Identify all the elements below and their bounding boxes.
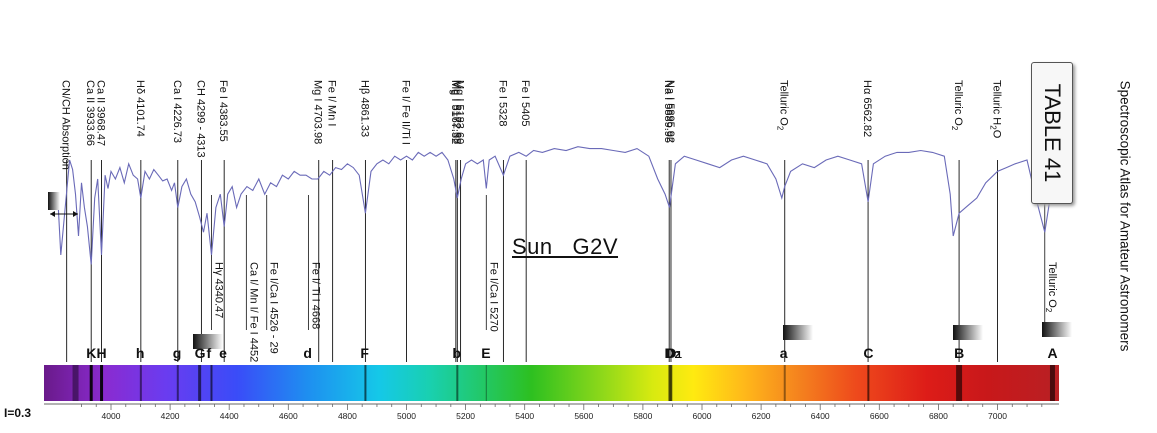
line-label: Telluric O2 xyxy=(1044,262,1058,313)
fraunhofer-label: G xyxy=(195,345,206,361)
absorption-band xyxy=(364,365,367,401)
intensity-label: I=0.3 xyxy=(4,406,32,420)
line-label: Fe I/ Ti I 4668 xyxy=(309,262,321,329)
absorption-bands xyxy=(72,365,1055,401)
line-markers xyxy=(66,160,1046,362)
line-labels-bottom: Hγ 4340.47 Ca I/ Mn I/ Fe I 4452 - 64 Fe I… xyxy=(212,262,1057,384)
table-label-box: TABLE 41 xyxy=(1031,62,1073,204)
line-label: Telluric H2O xyxy=(989,80,1003,139)
side-title: Spectroscopic Atlas for Amateur Astronom… xyxy=(1117,80,1133,352)
line-label: Ca II 3933.66 xyxy=(84,80,96,146)
absorption-band xyxy=(1049,365,1055,401)
line-label: Na I 5895.92 xyxy=(664,80,676,143)
x-tick-label: 7000 xyxy=(988,411,1007,421)
line-label: Hα 6562.82 xyxy=(861,80,873,137)
fraunhofer-label: f xyxy=(206,345,211,361)
absorption-band xyxy=(100,365,104,401)
line-label: Fe I/Ca I 4526 - 29 xyxy=(268,262,280,354)
fraunhofer-label: D1 xyxy=(666,345,682,361)
absorption-band xyxy=(72,365,79,401)
line-label: Telluric O2 xyxy=(950,80,964,131)
line-label: Fe I 5405 xyxy=(519,80,531,126)
x-tick-label: 6400 xyxy=(811,411,830,421)
fraunhofer-label: K xyxy=(86,345,96,361)
fraunhofer-label: A xyxy=(1047,345,1057,361)
x-tick-label: 6000 xyxy=(693,411,712,421)
line-label: Hδ 4101.74 xyxy=(134,80,146,137)
table-label: TABLE 41 xyxy=(1040,83,1065,183)
absorption-band xyxy=(783,365,786,401)
fraunhofer-label: b xyxy=(452,345,461,361)
x-tick-label: 4000 xyxy=(102,411,121,421)
line-label: Fe I 4383.55 xyxy=(217,80,229,142)
x-tick-label: 4400 xyxy=(220,411,239,421)
line-label: Ca II 3968.47 xyxy=(95,80,107,146)
absorption-band xyxy=(956,365,963,401)
line-label: Ca I/ Mn I/ Fe I 4452 - 64 xyxy=(247,262,259,384)
band-tab xyxy=(953,325,983,340)
x-tick-label: 6800 xyxy=(929,411,948,421)
spectrum-line xyxy=(57,146,1052,265)
absorption-band xyxy=(89,365,93,401)
fraunhofer-label: C xyxy=(863,345,873,361)
line-label: Mg I 5172.68 xyxy=(450,80,462,144)
fraunhofer-label: H xyxy=(97,345,107,361)
x-tick-label: 5600 xyxy=(574,411,593,421)
x-tick-label: 4200 xyxy=(161,411,180,421)
line-label: Mg I 5183.60 xyxy=(454,80,466,144)
line-label: Telluric O2 xyxy=(776,80,790,131)
band-tab xyxy=(1042,322,1072,337)
fraunhofer-label: F xyxy=(360,345,369,361)
rainbow-spectrum-band xyxy=(44,365,1059,401)
absorption-band xyxy=(198,365,202,401)
line-label: Na I 5889.95 xyxy=(662,80,674,143)
fraunhofer-label: a xyxy=(780,345,788,361)
fraunhofer-label: E xyxy=(481,345,490,361)
x-tick-label: 6200 xyxy=(752,411,771,421)
x-tick-label: 5200 xyxy=(456,411,475,421)
x-tick-label: 5000 xyxy=(397,411,416,421)
absorption-band xyxy=(670,365,673,401)
line-label: Mg I 5167.32 xyxy=(449,80,461,144)
x-tick-label: 6600 xyxy=(870,411,889,421)
cn-ch-marker xyxy=(48,192,60,210)
line-label: Fe I 5328 xyxy=(496,80,508,126)
x-axis: 4000 4200 4400 4600 4800 5000 5200 5400 5600 5800… xyxy=(44,403,1059,421)
absorption-band xyxy=(668,365,671,401)
absorption-band xyxy=(867,365,870,401)
fraunhofer-label: h xyxy=(136,345,145,361)
line-label: CH 4299 - 4313 xyxy=(194,80,206,158)
absorption-band xyxy=(176,365,179,401)
band-tab xyxy=(783,325,813,340)
line-label: CN/CH Absorption xyxy=(60,80,72,170)
fraunhofer-label: d xyxy=(303,345,312,361)
line-label: Hβ 4861.33 xyxy=(358,80,370,137)
line-label: Fe I/Ca I 5270 xyxy=(487,262,499,332)
chart-title: Sun G2V xyxy=(512,234,619,259)
line-label: Fe I/ Fe II/Ti I xyxy=(400,80,412,145)
fraunhofer-label: B xyxy=(954,345,964,361)
x-tick-label: 4600 xyxy=(279,411,298,421)
fraunhofer-label: g xyxy=(173,345,182,361)
line-label: Hγ 4340.47 xyxy=(212,262,224,318)
absorption-band xyxy=(456,365,459,401)
x-tick-label: 5800 xyxy=(633,411,652,421)
band-tab xyxy=(193,334,223,349)
absorption-band xyxy=(485,365,487,401)
line-label: Fe I/ Mn I xyxy=(326,80,338,126)
line-label: Mg I 4703.98 xyxy=(312,80,324,144)
x-tick-label: 4800 xyxy=(338,411,357,421)
fraunhofer-label: e xyxy=(219,345,227,361)
x-tick-label: 5400 xyxy=(515,411,534,421)
decorations xyxy=(48,192,1072,349)
absorption-band xyxy=(210,365,213,401)
line-label: Ca I 4226.73 xyxy=(171,80,183,143)
absorption-band xyxy=(139,365,142,401)
